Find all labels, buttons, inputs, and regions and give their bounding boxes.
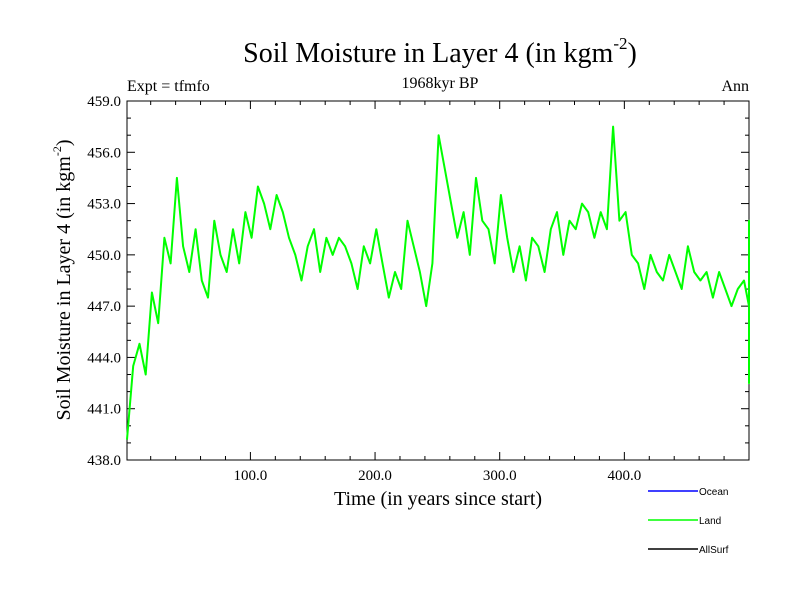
season-label: Ann xyxy=(721,78,749,95)
legend: Ocean Land AllSurf xyxy=(648,487,729,556)
y-tick-label: 453.0 xyxy=(87,197,121,213)
chart-subtitle: 1968kyr BP xyxy=(402,75,479,92)
x-tick-label: 300.0 xyxy=(483,468,517,484)
series-line-land xyxy=(126,125,750,440)
y-tick-label: 450.0 xyxy=(87,248,121,264)
y-tick-label: 456.0 xyxy=(87,145,121,161)
x-tick-label: 400.0 xyxy=(607,468,641,484)
expt-label: Expt = tfmfo xyxy=(127,78,210,95)
legend-label-allsurf: AllSurf xyxy=(699,545,729,556)
y-axis-label: Soil Moisture in Layer 4 (in kgm-2) xyxy=(50,139,75,420)
y-tick-label: 438.0 xyxy=(87,453,121,469)
legend-label-ocean: Ocean xyxy=(699,487,728,498)
x-tick-label: 200.0 xyxy=(358,468,392,484)
y-tick-label: 447.0 xyxy=(87,299,121,315)
legend-label-land: Land xyxy=(699,516,721,527)
x-axis-label: Time (in years since start) xyxy=(334,488,542,510)
chart-title: Soil Moisture in Layer 4 (in kgm-2) xyxy=(243,34,637,69)
x-tick-label: 100.0 xyxy=(234,468,268,484)
y-tick-label: 441.0 xyxy=(87,402,121,418)
y-tick-label: 459.0 xyxy=(87,94,121,110)
y-tick-label: 444.0 xyxy=(87,350,121,366)
